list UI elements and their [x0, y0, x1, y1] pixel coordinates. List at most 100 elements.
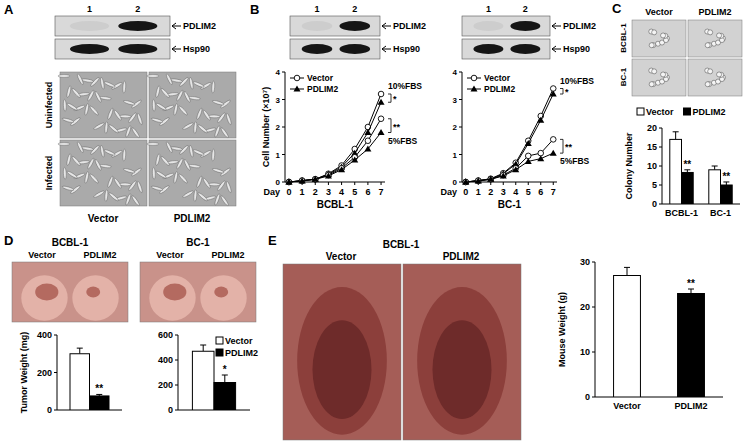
y-tick-label: 2	[276, 123, 281, 132]
legend-label: PDLIM2	[225, 348, 258, 358]
cell	[151, 185, 163, 191]
error-bar	[624, 267, 630, 275]
chart-title: BC-1	[498, 199, 522, 210]
y-tick	[659, 185, 662, 186]
y-tick	[175, 335, 178, 336]
point	[463, 179, 469, 185]
cell	[220, 195, 229, 206]
cell	[122, 81, 126, 93]
y-tick-label: 10	[647, 161, 657, 171]
significance: *	[223, 364, 227, 375]
y-tick-label: 3	[276, 96, 281, 105]
photo	[12, 262, 128, 322]
cell	[81, 146, 93, 151]
cell	[155, 102, 167, 111]
significance: **	[683, 159, 691, 170]
group-title: BCBL-1	[52, 237, 89, 248]
y-tick	[459, 72, 462, 73]
cell	[212, 100, 224, 106]
bar	[682, 172, 694, 204]
cell	[196, 108, 203, 120]
cell	[104, 81, 116, 88]
photo	[147, 72, 236, 138]
cell	[62, 185, 74, 191]
y-axis-label: Colony Number	[624, 132, 634, 200]
cell	[104, 189, 108, 201]
y-tick	[459, 99, 462, 100]
y-axis-label: Cell Number (×10⁷)	[261, 87, 271, 168]
cell	[63, 167, 66, 179]
error-bar	[222, 375, 228, 383]
legend-label: PDLIM2	[693, 107, 726, 117]
cell	[193, 189, 197, 201]
cell	[182, 190, 194, 198]
column-label: PDLIM2	[211, 250, 244, 260]
y-tick-label: 4	[453, 68, 458, 77]
cell	[170, 146, 182, 151]
photo-frame	[60, 140, 147, 206]
point	[325, 172, 332, 178]
photo	[283, 264, 401, 440]
arrow	[172, 46, 181, 52]
point	[500, 172, 507, 178]
photo	[140, 262, 256, 322]
cell	[84, 103, 89, 115]
cell	[717, 33, 722, 38]
x-tick	[503, 182, 504, 185]
x-axis-label: Day	[263, 187, 280, 197]
x-tick-label: 1	[300, 187, 305, 197]
blot-band	[340, 44, 371, 54]
x-tick-label: 6	[365, 187, 370, 197]
cell	[76, 141, 84, 153]
cell	[136, 113, 143, 125]
cell	[176, 90, 184, 102]
blot-band	[302, 44, 333, 54]
band-label: PDLIM2	[183, 21, 216, 31]
y-tick-label: 15	[647, 142, 657, 152]
bar	[192, 351, 214, 410]
cell	[196, 176, 203, 188]
cell	[152, 99, 155, 111]
condition-label: 10%FBS	[388, 81, 422, 91]
series-line	[289, 119, 381, 182]
y-tick	[592, 307, 595, 308]
bar	[614, 276, 641, 398]
legend-swatch	[216, 349, 223, 356]
blot-strip	[462, 16, 550, 36]
cell	[193, 121, 197, 133]
x-tick-label: 7	[551, 187, 556, 197]
column-label: Vector	[156, 250, 184, 260]
significance: **	[565, 142, 573, 152]
cell	[708, 30, 713, 35]
x-tick	[381, 182, 382, 185]
y-tick	[459, 127, 462, 128]
cell	[155, 170, 167, 179]
cell	[652, 30, 657, 35]
tumor	[214, 287, 228, 298]
x-tick	[515, 182, 516, 185]
cell	[108, 192, 119, 202]
cell	[99, 96, 111, 100]
photo-frame	[149, 72, 236, 138]
series-line	[466, 153, 554, 182]
cell	[107, 108, 114, 120]
cell	[131, 195, 140, 206]
point	[550, 86, 556, 92]
cell	[225, 113, 232, 125]
legend-label: PDLIM2	[307, 84, 338, 94]
photo-frame	[283, 264, 401, 440]
x-tick	[553, 182, 554, 185]
cell	[165, 73, 173, 85]
x-tick-label: 4	[513, 187, 518, 197]
cell	[214, 125, 221, 137]
y-tick	[175, 385, 178, 386]
point	[378, 129, 385, 135]
y-tick	[459, 182, 462, 183]
point	[286, 179, 292, 185]
point	[475, 177, 482, 183]
x-tick	[540, 182, 541, 185]
cell	[649, 82, 654, 87]
series-line	[466, 89, 554, 183]
row-label: Infected	[44, 156, 54, 191]
blot-strip	[55, 39, 170, 59]
